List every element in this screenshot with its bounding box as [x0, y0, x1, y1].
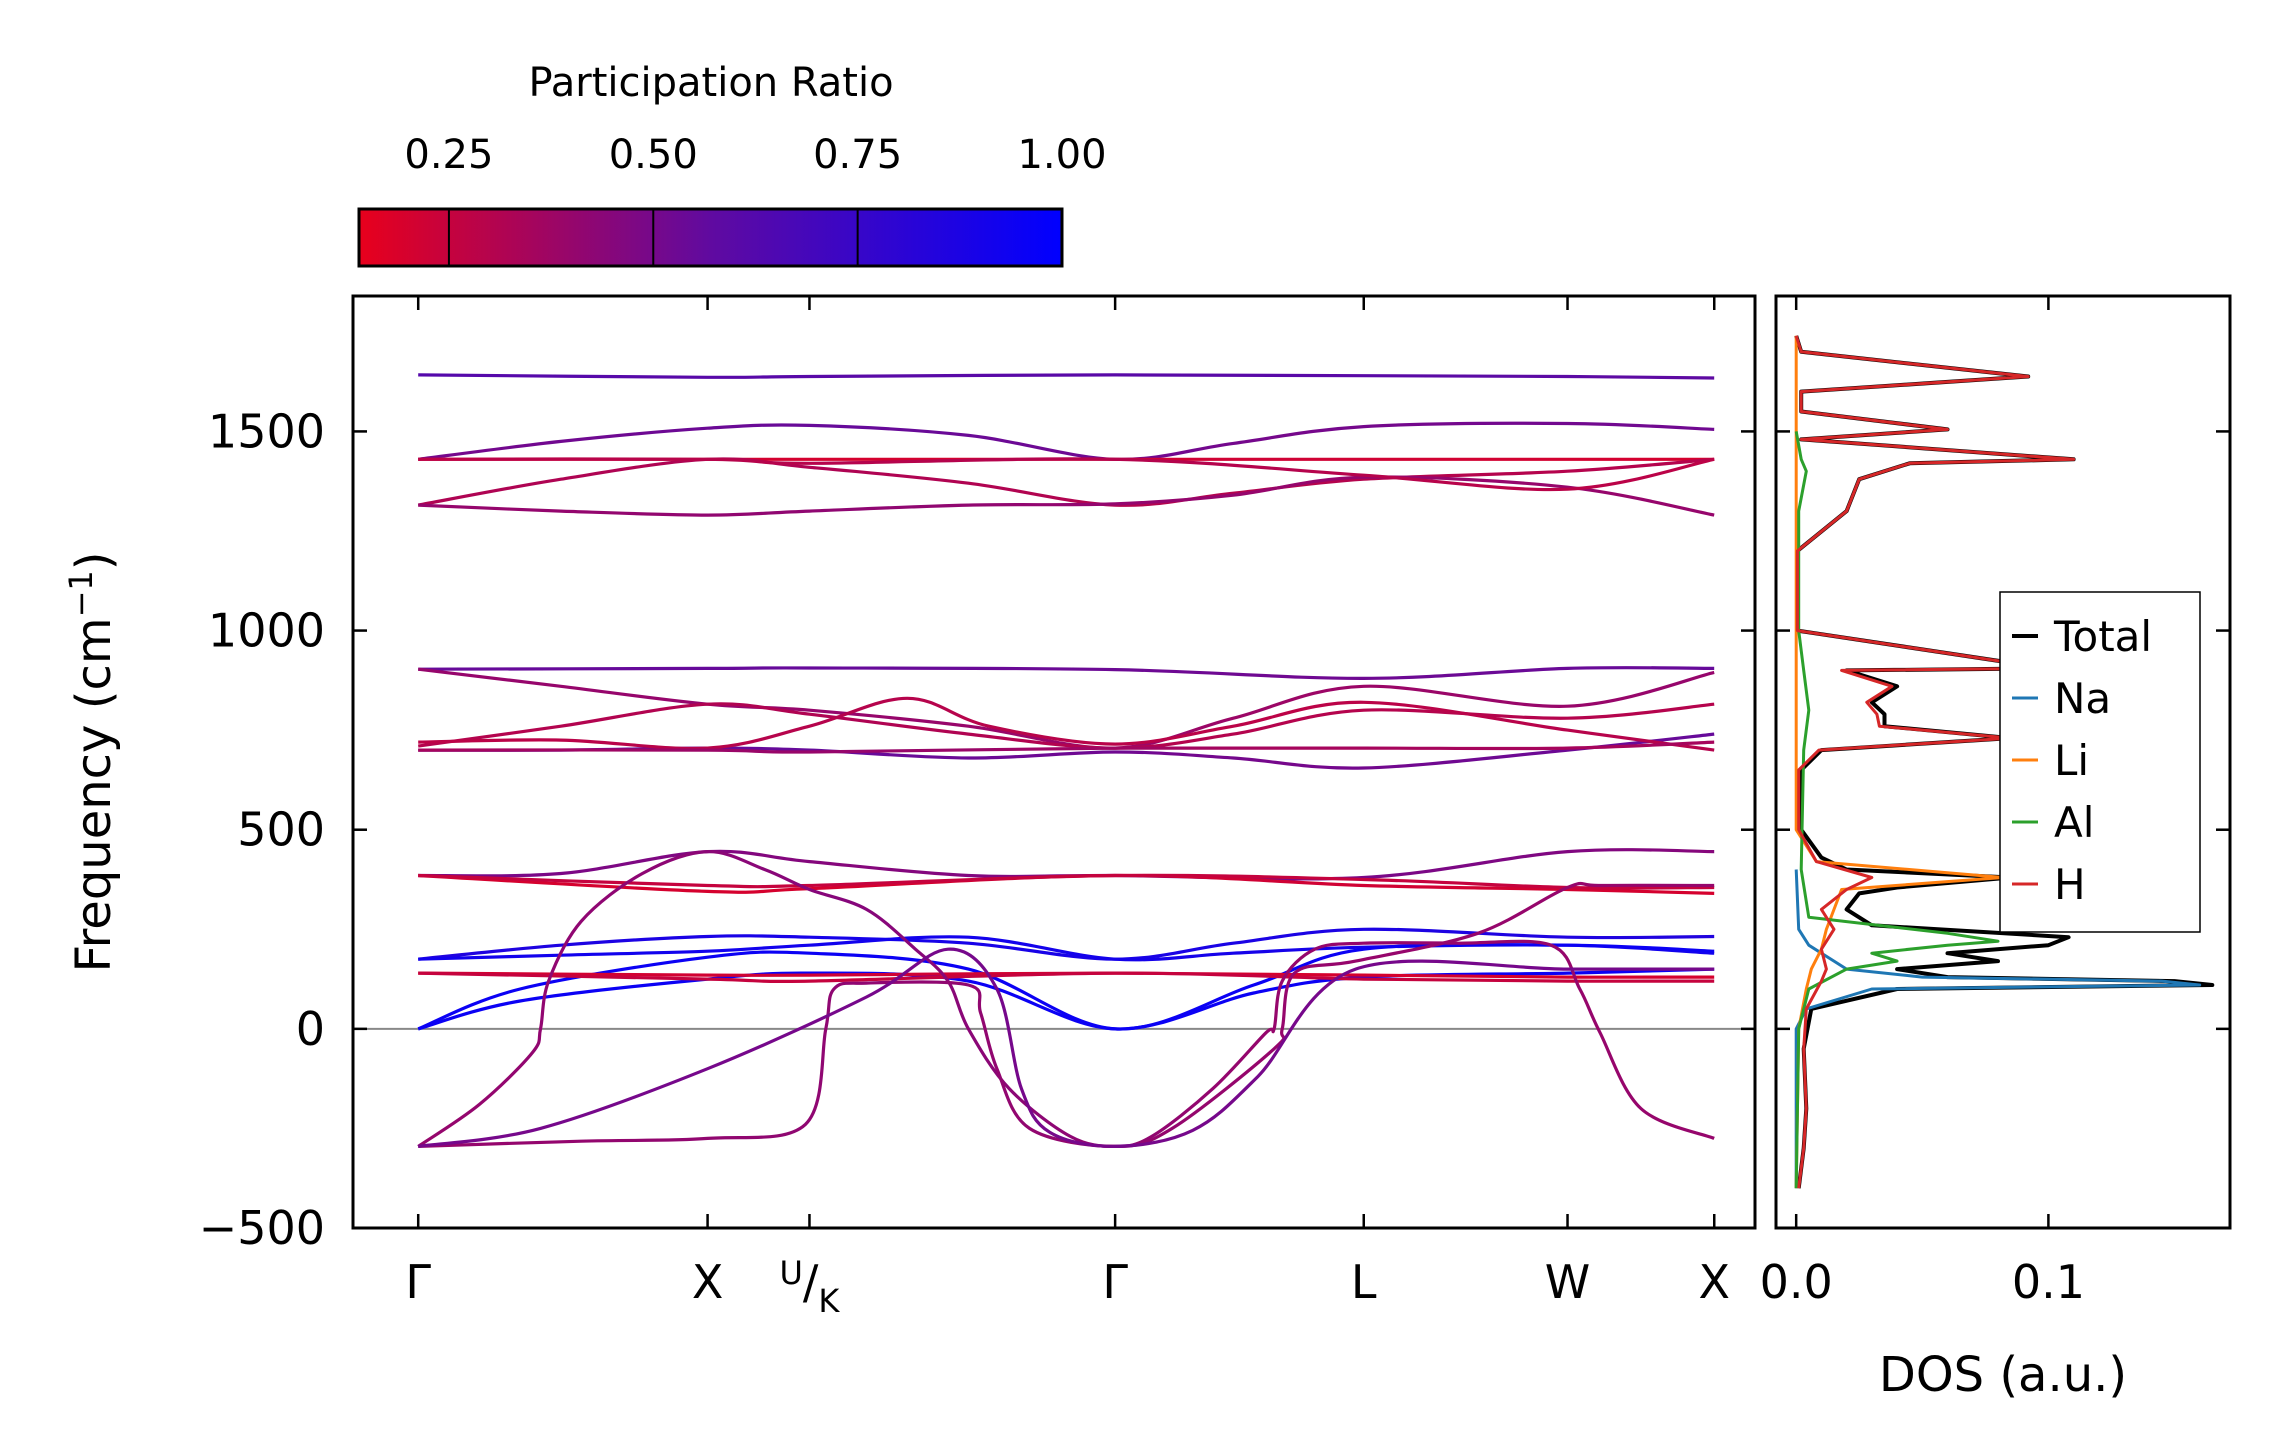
colorbar-tick-label: 0.75: [813, 132, 902, 178]
band-line-band-19: [417, 967, 1715, 1031]
band-line-band-12: [418, 740, 1715, 754]
band-line-band-11: [418, 696, 1715, 752]
colorbar-title: Participation Ratio: [528, 60, 893, 106]
band-line-band-5: [418, 475, 1715, 517]
band-lines: [417, 373, 1715, 1149]
band-line-band-16: [418, 927, 1715, 961]
kpoint-label: X: [1698, 1255, 1730, 1309]
legend-label-total: Total: [2053, 612, 2152, 661]
dos-panel: 0.0 0.1 DOS (a.u.) Total Na Li Al H: [1760, 294, 2232, 1403]
band-line-band-unstable-3: [417, 947, 1715, 1149]
band-axes-frame: [351, 294, 1757, 1230]
dos-x-tick-label: 0.0: [1760, 1255, 1833, 1309]
band-line-band-15: [418, 873, 1715, 890]
band-line-band-7: [418, 666, 1715, 681]
band-line-band-6: [418, 457, 1715, 492]
band-line-band-9: [417, 702, 1715, 750]
y-tick-label: 1500: [208, 404, 325, 458]
kpoint-label: Γ: [405, 1255, 431, 1309]
y-axis-label-sup: −1: [62, 570, 100, 617]
band-line-band-2: [417, 421, 1715, 461]
band-line-band-1: [418, 373, 1715, 380]
colorbar-ticks: 0.25 0.50 0.75 1.00: [404, 132, 1107, 266]
y-tick-label: −500: [199, 1201, 325, 1255]
band-line-band-8: [418, 667, 1715, 750]
kpoint-label: Γ: [1102, 1255, 1128, 1309]
band-x-ticks: Γ X U/K Γ L W X: [405, 296, 1730, 1320]
dos-axes-frame: [1774, 294, 2232, 1230]
dos-lines: [1794, 335, 2215, 1189]
band-line-band-unstable-1: [417, 849, 1715, 1148]
kpoint-label: L: [1351, 1255, 1377, 1309]
y-tick-label: 500: [237, 803, 325, 857]
dos-line-h: [1794, 335, 2076, 1189]
colorbar: Participation Ratio 0.25 0.50 0.75 1.00: [357, 60, 1107, 268]
band-structure-panel: Γ X U/K Γ L W X −500 0 500 1000 1500 Frequency (cm…: [62, 294, 1757, 1320]
dos-x-tick-label: 0.1: [2012, 1255, 2085, 1309]
colorbar-tick-label: 1.00: [1017, 132, 1106, 178]
colorbar-tick-label: 0.50: [609, 132, 698, 178]
band-line-band-4: [417, 457, 1715, 507]
kpoint-label: W: [1545, 1255, 1590, 1309]
colorbar-tick-label: 0.25: [404, 132, 493, 178]
band-line-band-18: [417, 942, 1715, 1031]
y-tick-label: 1000: [208, 604, 325, 658]
y-axis-label-tail: ): [66, 551, 122, 570]
y-axis-label: Frequency (cm−1): [62, 551, 122, 972]
band-line-band-21: [418, 971, 1715, 983]
dos-legend: Total Na Li Al H: [1999, 591, 2201, 933]
legend-label-na: Na: [2054, 674, 2111, 723]
legend-label-h: H: [2054, 860, 2086, 909]
legend-label-al: Al: [2054, 798, 2094, 847]
band-y-ticks: −500 0 500 1000 1500: [199, 404, 1755, 1255]
kpoint-label: U/K: [780, 1254, 841, 1320]
dos-x-axis-label: DOS (a.u.): [1879, 1347, 2127, 1403]
y-tick-label: 0: [296, 1002, 325, 1056]
band-line-band-13: [418, 848, 1715, 881]
dos-line-al: [1794, 431, 2000, 1189]
y-axis-label-main: Frequency (cm: [66, 617, 122, 972]
kpoint-label: X: [692, 1255, 724, 1309]
dos-x-ticks: 0.0 0.1: [1760, 296, 2085, 1309]
band-line-band-unstable-2: [418, 881, 1715, 1148]
legend-box: [1999, 591, 2201, 933]
legend-label-li: Li: [2054, 736, 2089, 785]
colorbar-gradient: [357, 207, 1064, 268]
